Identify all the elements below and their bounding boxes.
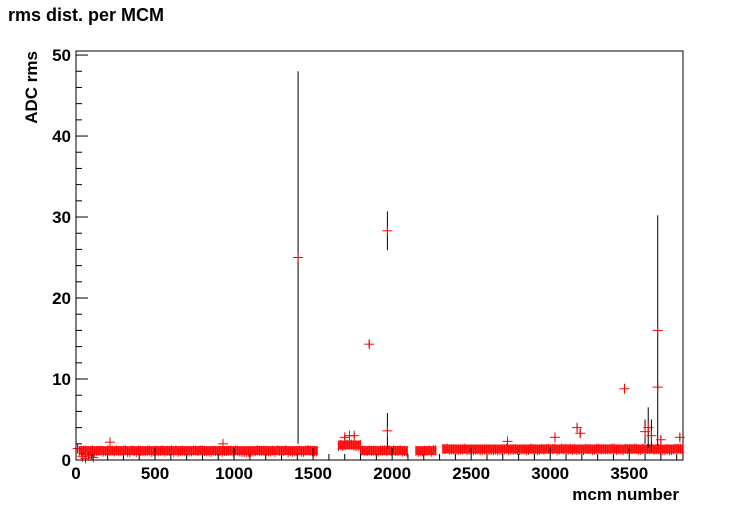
data-point: [646, 419, 657, 452]
x-tick-label: 3500: [610, 464, 648, 483]
data-point: [349, 430, 360, 441]
data-point: [572, 422, 583, 433]
y-tick-label: 40: [52, 127, 71, 146]
baseline-segment: [442, 444, 683, 454]
x-tick-label: 1000: [215, 464, 253, 483]
baseline-segment: [79, 446, 318, 456]
data-point: [655, 434, 666, 445]
y-tick-label: 10: [52, 370, 71, 389]
data-point: [382, 413, 393, 449]
x-axis-title: mcm number: [572, 485, 679, 504]
data-point: [88, 452, 99, 463]
x-tick-label: 3000: [531, 464, 569, 483]
data-point: [652, 382, 663, 393]
data-point: [382, 211, 393, 251]
y-tick-label: 20: [52, 289, 71, 308]
data-point: [502, 436, 513, 447]
data-point: [549, 432, 560, 443]
data-point: [674, 432, 685, 443]
data-point: [104, 437, 115, 448]
baseline-segment: [415, 446, 437, 456]
data-point: [619, 383, 630, 394]
data-point: [72, 443, 83, 454]
x-tick-label: 500: [141, 464, 169, 483]
points-layer: [72, 71, 685, 464]
data-point: [218, 438, 229, 449]
y-tick-label: 50: [52, 46, 71, 65]
y-tick-label: 30: [52, 208, 71, 227]
chart-title: rms dist. per MCM: [8, 5, 165, 25]
plot-frame: [75, 50, 684, 461]
y-axis: 0 10 20 30 40 50: [52, 46, 88, 470]
x-axis: 0 500 1000 1500 2000 2500 3000 3500: [71, 448, 678, 483]
data-point: [293, 71, 304, 444]
data-point: [652, 215, 663, 446]
data-point: [364, 339, 375, 350]
x-tick-label: 0: [71, 464, 80, 483]
x-tick-label: 2000: [373, 464, 411, 483]
x-tick-label: 1500: [294, 464, 332, 483]
baseline-band: [78, 439, 684, 457]
data-point: [575, 428, 586, 439]
y-tick-label: 0: [62, 451, 71, 470]
y-axis-title: ADC rms: [22, 51, 41, 124]
x-tick-label: 2500: [452, 464, 490, 483]
